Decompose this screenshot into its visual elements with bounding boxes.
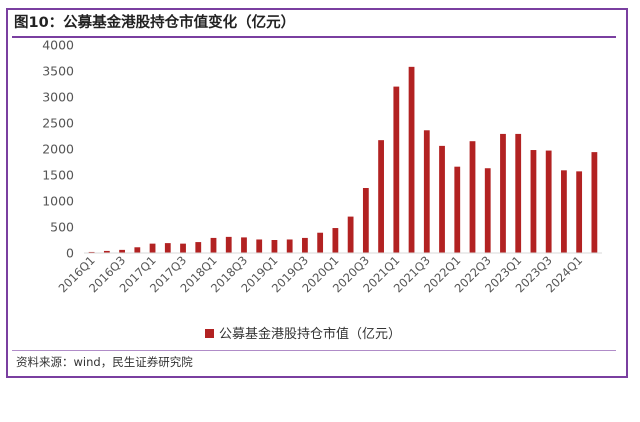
bar	[241, 237, 247, 253]
bar	[561, 170, 567, 253]
bar	[439, 145, 445, 253]
y-tick-label: 2000	[42, 142, 74, 157]
bar	[591, 152, 598, 253]
bar-series	[88, 66, 598, 253]
bar	[210, 237, 217, 253]
y-tick-label: 3000	[42, 90, 74, 105]
bar	[500, 133, 506, 253]
bar	[317, 232, 324, 253]
x-axis: 2016Q12016Q32017Q12017Q32018Q12018Q32019…	[56, 252, 602, 295]
bar	[484, 168, 491, 253]
bar-chart: 0 500 1000 1500 2000 2500 3000 3500 4000 2016Q12…	[42, 38, 602, 342]
bar	[332, 228, 339, 253]
bar	[362, 188, 369, 253]
bar	[576, 171, 583, 253]
bar	[119, 249, 125, 253]
legend: 公募基金港股持仓市值（亿元）	[205, 326, 401, 342]
chart-title: 图10：公募基金港股持仓市值变化（亿元）	[14, 15, 296, 31]
y-tick-label: 2500	[42, 116, 74, 131]
legend-label: 公募基金港股持仓市值（亿元）	[219, 326, 401, 342]
bar	[423, 130, 430, 253]
bar	[302, 237, 308, 253]
y-tick-label: 1000	[42, 194, 74, 209]
bar	[393, 86, 400, 253]
bar	[180, 243, 186, 253]
bar	[545, 150, 552, 253]
bar	[134, 247, 141, 253]
bar	[103, 250, 110, 253]
title-divider	[12, 36, 616, 38]
legend-swatch	[205, 329, 214, 338]
bar	[347, 216, 354, 253]
bar	[286, 239, 293, 253]
bar	[530, 150, 537, 253]
bar	[256, 239, 263, 253]
source-divider	[12, 350, 616, 351]
bar	[469, 141, 476, 253]
bar	[515, 133, 522, 253]
bar	[88, 251, 95, 253]
y-tick-label: 1500	[42, 168, 74, 183]
bar	[225, 236, 232, 253]
bar	[408, 66, 415, 253]
y-tick-label: 3500	[42, 64, 74, 79]
bar	[454, 166, 461, 253]
bar	[164, 243, 171, 253]
y-tick-label: 4000	[42, 38, 74, 53]
bar	[271, 240, 278, 253]
bar	[149, 243, 156, 253]
y-tick-label: 0	[66, 246, 74, 261]
figure-frame	[6, 8, 628, 378]
y-axis: 0 500 1000 1500 2000 2500 3000 3500 4000	[42, 38, 74, 261]
source-note: 资料来源：wind，民生证券研究院	[16, 355, 193, 369]
y-tick-label: 500	[50, 220, 74, 235]
bar	[195, 242, 202, 253]
bar	[378, 140, 384, 253]
